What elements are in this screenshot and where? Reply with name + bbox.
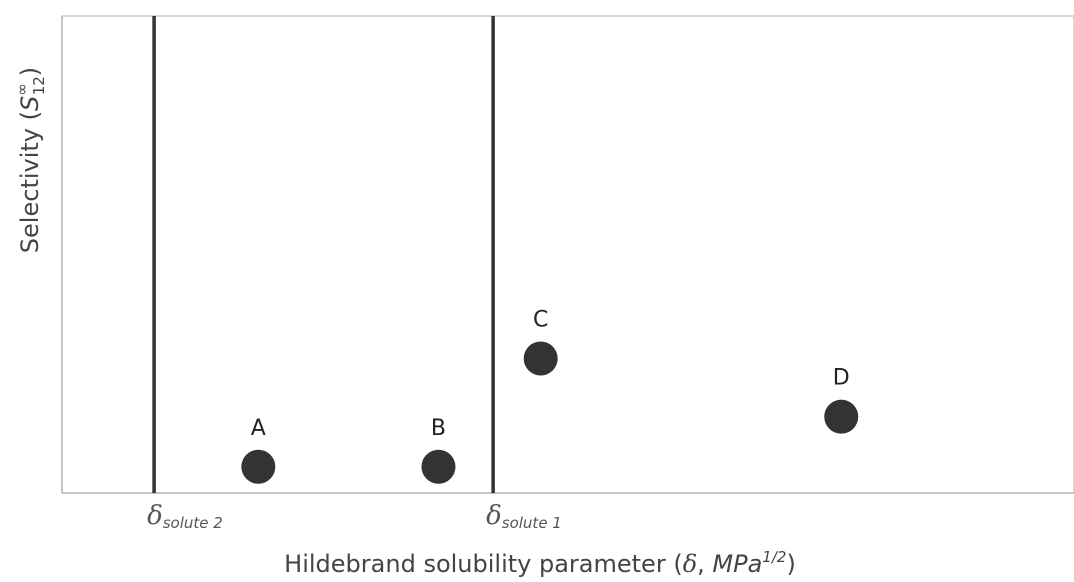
y-axis-label-sub: 12: [30, 76, 48, 95]
reference-line-symbol: δ: [147, 501, 163, 531]
x-axis-label-close: ): [786, 550, 795, 578]
x-axis-label: Hildebrand solubility parameter (δ, MPa1…: [284, 548, 796, 578]
data-point-d: [824, 399, 859, 434]
y-axis-label-symbol: S: [16, 96, 44, 111]
reference-line-symbol: δ: [486, 501, 502, 531]
data-point-label-d: D: [833, 366, 850, 391]
reference-lines: [152, 16, 495, 493]
plot-frame: [61, 15, 1074, 494]
reference-line-subscript: solute 1: [502, 514, 562, 532]
reference-line-label-2: δsolute 1: [486, 501, 562, 532]
x-axis-label-symbol: δ: [683, 550, 697, 578]
x-axis-label-exp: 1/2: [762, 548, 786, 566]
x-axis-label-unit: MPa: [712, 550, 762, 578]
data-point-label-c: C: [533, 307, 548, 332]
data-point-b: [421, 449, 456, 484]
y-axis-label-main: Selectivity (: [16, 111, 44, 253]
y-axis-label-sup: ∞: [13, 83, 31, 96]
x-axis-label-sep: ,: [697, 550, 712, 578]
y-axis-label-close: ): [16, 67, 44, 76]
data-point-c: [523, 341, 558, 376]
x-axis-label-main: Hildebrand solubility parameter (: [284, 550, 683, 578]
data-point-label-b: B: [431, 416, 446, 441]
data-point-label-a: A: [251, 416, 266, 441]
reference-line-labels: δsolute 2 δsolute 1: [147, 501, 562, 532]
data-points: [241, 341, 859, 484]
y-axis-label: Selectivity (S∞12): [13, 67, 48, 253]
reference-line-subscript: solute 2: [163, 514, 223, 532]
reference-line-label-1: δsolute 2: [147, 501, 223, 532]
data-point-a: [241, 449, 276, 484]
point-labels: A B C D: [251, 307, 850, 440]
